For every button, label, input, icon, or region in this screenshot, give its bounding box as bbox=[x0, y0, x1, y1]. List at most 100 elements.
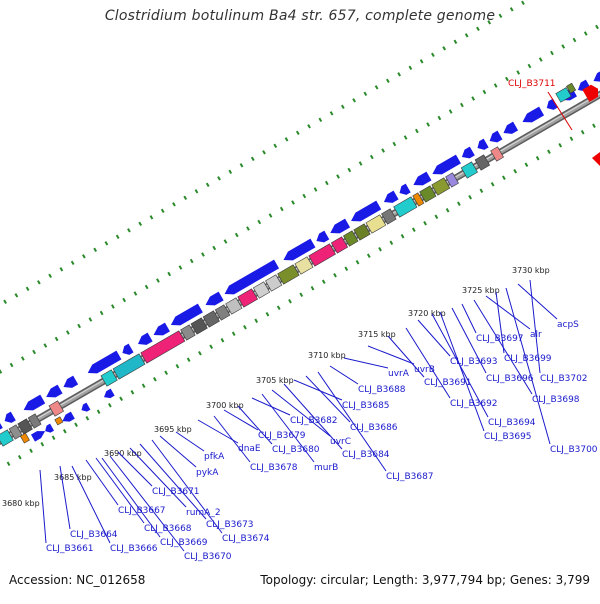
cds-arrow bbox=[4, 411, 16, 423]
cds-arrow-shape bbox=[46, 384, 63, 398]
tick-mark bbox=[51, 435, 56, 441]
cds-arrow bbox=[30, 431, 46, 442]
guide-dot bbox=[302, 193, 307, 199]
gene-block bbox=[555, 87, 572, 103]
gene-block bbox=[474, 154, 491, 171]
kbp-tick-label: 3720 kbp bbox=[408, 309, 446, 318]
tick-mark bbox=[558, 143, 563, 148]
tick-mark bbox=[490, 182, 495, 187]
cds-arrow-shape bbox=[87, 350, 122, 374]
guide-dot bbox=[431, 52, 435, 58]
cds-arrow-shape bbox=[153, 322, 170, 336]
guide-dot bbox=[156, 278, 160, 283]
guide-dot bbox=[14, 293, 19, 298]
cds-arrow-shape bbox=[283, 238, 316, 261]
gene-label: CLJ_B3694 bbox=[488, 418, 536, 428]
guide-dot bbox=[381, 148, 385, 153]
cds-arrow bbox=[122, 343, 134, 355]
cds-arrow bbox=[489, 130, 503, 143]
tick-mark bbox=[265, 312, 270, 317]
tick-mark bbox=[468, 195, 472, 200]
cds-arrow-shape bbox=[432, 154, 461, 175]
gene-leader-line bbox=[293, 379, 343, 401]
gene-label: uvrC bbox=[330, 437, 351, 447]
feature-box-shape bbox=[365, 214, 387, 234]
gene-leader-line bbox=[151, 439, 223, 534]
gene-label: CLJ_B3670 bbox=[184, 552, 232, 562]
gene-leader-line bbox=[485, 295, 531, 330]
cds-arrow bbox=[137, 332, 153, 345]
guide-dot bbox=[234, 232, 239, 238]
gene-leader-line bbox=[213, 415, 251, 463]
kbp-tick-label: 3730 kbp bbox=[512, 266, 550, 275]
gene-label: CLJ_B3691 bbox=[424, 378, 472, 388]
tick-mark bbox=[569, 136, 574, 142]
cds-arrow-shape bbox=[224, 259, 280, 295]
gene-leader-line bbox=[517, 283, 558, 320]
guide-dot bbox=[77, 323, 81, 329]
gene-leader-line bbox=[261, 393, 315, 463]
guide-dot bbox=[318, 117, 323, 123]
gene-block bbox=[202, 310, 220, 328]
guide-dot bbox=[307, 124, 311, 129]
guide-dot bbox=[453, 39, 458, 45]
cds-arrow-shape bbox=[413, 171, 432, 186]
gene-label: CLJ_B3684 bbox=[342, 450, 390, 460]
guide-dot bbox=[122, 297, 127, 303]
guide-dot bbox=[32, 349, 36, 355]
cds-arrow-shape bbox=[330, 218, 351, 234]
guide-dot bbox=[583, 31, 588, 36]
tick-mark bbox=[333, 273, 337, 278]
tick-mark bbox=[40, 442, 45, 447]
tick-mark bbox=[164, 370, 169, 376]
tick-mark bbox=[513, 169, 518, 174]
guide-dot bbox=[509, 7, 514, 12]
cds-arrow-shape bbox=[503, 121, 519, 134]
tick-mark bbox=[524, 162, 529, 168]
tick-mark bbox=[276, 305, 281, 311]
gene-label: acpS bbox=[557, 320, 579, 330]
guide-dot bbox=[268, 213, 273, 218]
gene-label: CLJ_B3700 bbox=[550, 445, 598, 455]
tick-mark bbox=[299, 292, 304, 298]
guide-dot bbox=[392, 141, 397, 147]
tick-mark bbox=[74, 422, 78, 428]
guide-dot bbox=[127, 228, 131, 233]
tick-mark bbox=[321, 279, 326, 285]
tick-mark bbox=[547, 149, 551, 155]
gene-leader-line bbox=[237, 405, 273, 445]
cds-arrow-shape bbox=[81, 402, 91, 412]
gene-block bbox=[140, 330, 186, 364]
tick-mark bbox=[411, 227, 416, 233]
gene-label: CLJ_B3685 bbox=[342, 401, 390, 411]
gene-leader-line bbox=[59, 465, 71, 530]
feature-box-shape bbox=[277, 264, 300, 285]
guide-dot bbox=[408, 65, 413, 71]
cds-arrow-shape bbox=[522, 106, 545, 123]
gene-leader-line bbox=[117, 451, 153, 487]
gene-block bbox=[490, 146, 504, 162]
highlight-leader-line bbox=[547, 91, 573, 131]
guide-dot bbox=[115, 234, 120, 240]
guide-dot bbox=[561, 44, 566, 49]
tick-mark bbox=[6, 461, 11, 467]
cds-arrow-shape bbox=[62, 411, 75, 422]
gene-label: CLJ_B3678 bbox=[250, 463, 298, 473]
tick-mark bbox=[130, 390, 135, 395]
tick-mark bbox=[310, 286, 315, 291]
feature-box-shape bbox=[381, 208, 397, 225]
guide-dot bbox=[291, 200, 295, 205]
gene-block bbox=[214, 304, 231, 321]
gene-label: CLJ_B3687 bbox=[386, 472, 434, 482]
gene-leader-line bbox=[283, 383, 343, 450]
gene-leader-line bbox=[439, 311, 485, 432]
cds-arrow-shape bbox=[23, 394, 46, 411]
gene-leader-line bbox=[223, 409, 259, 431]
gene-leader-line bbox=[71, 465, 111, 544]
kbp-tick-label: 3695 kbp bbox=[154, 425, 192, 434]
cds-arrow-shape bbox=[205, 291, 224, 306]
guide-dot bbox=[25, 286, 30, 292]
tick-mark bbox=[85, 416, 90, 421]
gene-block bbox=[365, 214, 387, 234]
